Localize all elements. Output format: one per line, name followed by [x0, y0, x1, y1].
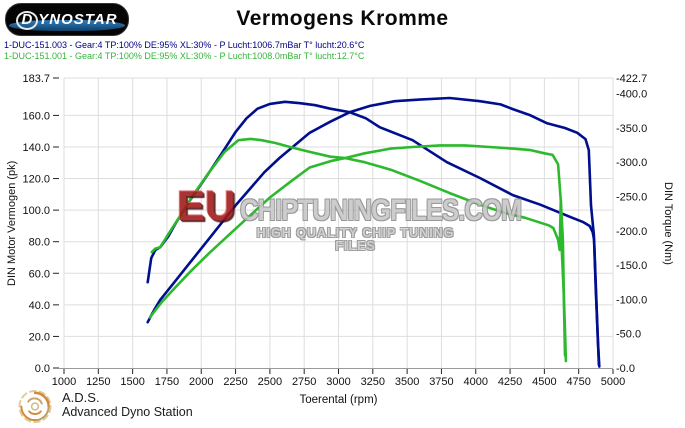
y-right-tick-label: -200.0	[616, 226, 647, 238]
y-left-tick-label: 0.0	[35, 363, 50, 375]
dynostar-logo-text: D YNOSTAR	[6, 11, 128, 30]
y-left-tick-label: 60.0	[29, 268, 50, 280]
dynostar-logo-stripe	[9, 20, 125, 31]
y-left-tick-label: 40.0	[29, 300, 50, 312]
curve-duc-151-001-power	[148, 144, 567, 357]
y-right-tick-label: -100.0	[616, 294, 647, 306]
dynostar-logo: D YNOSTAR	[5, 3, 129, 36]
ads-name: Advanced Dyno Station	[62, 405, 193, 419]
y-axis-left-title: DIN Motor Vermogen (pk)	[6, 160, 18, 286]
y-right-tick-label: -150.0	[616, 260, 647, 272]
x-axis-tick-label: 3750	[429, 376, 453, 388]
x-axis-tick-label: 1000	[52, 376, 76, 388]
x-axis-tick-label: 2250	[223, 376, 247, 388]
legend-run-003: 1-DUC-151.003 - Gear:4 TP:100% DE:95% XL…	[4, 40, 365, 50]
ads-swirl-icon	[18, 389, 52, 424]
page-title: Vermogens Kromme	[236, 7, 449, 30]
y-right-tick-label: -350.0	[616, 123, 647, 135]
x-axis-tick-label: 1750	[155, 376, 179, 388]
y-left-tick-label: 183.7	[22, 73, 50, 85]
x-axis-tick-label: 1250	[86, 376, 110, 388]
x-axis-tick-label: 4500	[532, 376, 556, 388]
x-axis-tick-label: 4250	[498, 376, 522, 388]
dynostar-logo-d-ring: D	[16, 11, 39, 30]
y-right-tick-label: -400.0	[616, 89, 647, 101]
x-axis-tick-label: 3500	[395, 376, 419, 388]
dynostar-logo-rest: YNOSTAR	[38, 11, 118, 28]
y-right-tick-label: -300.0	[616, 157, 647, 169]
y-left-tick-label: 160.0	[22, 110, 50, 122]
legend-run-001: 1-DUC-151.001 - Gear:4 TP:100% DE:95% XL…	[4, 51, 365, 61]
y-axis-right-title: DIN Torque (Nm)	[662, 181, 674, 265]
x-axis-title: Toerental (rpm)	[299, 394, 378, 406]
curve-duc-151-003-power	[146, 96, 601, 367]
x-axis-tick-label: 4750	[566, 376, 590, 388]
y-right-tick-label: -0.0	[616, 363, 635, 375]
y-right-tick-label: -50.0	[616, 329, 641, 341]
curve-duc-151-003-torque	[146, 100, 601, 368]
x-axis-tick-label: 5000	[601, 376, 625, 388]
x-axis-tick-label: 1500	[120, 376, 144, 388]
y-left-tick-label: 120.0	[22, 174, 50, 186]
x-axis-tick-label: 3000	[326, 376, 350, 388]
y-left-tick-label: 140.0	[22, 142, 50, 154]
x-axis-tick-label: 2750	[292, 376, 316, 388]
x-axis-tick-label: 2500	[258, 376, 282, 388]
x-axis-tick-label: 4000	[464, 376, 488, 388]
x-axis-tick-label: 2000	[189, 376, 213, 388]
y-left-tick-label: 20.0	[29, 331, 50, 343]
y-right-tick-label: -422.7	[616, 73, 647, 85]
ads-abbr: A.D.S.	[62, 390, 100, 405]
x-axis-tick-label: 3250	[361, 376, 385, 388]
curve-duc-151-001-torque	[150, 137, 568, 363]
y-left-tick-label: 80.0	[29, 237, 50, 249]
y-right-tick-label: -250.0	[616, 191, 647, 203]
y-left-tick-label: 100.0	[22, 205, 50, 217]
